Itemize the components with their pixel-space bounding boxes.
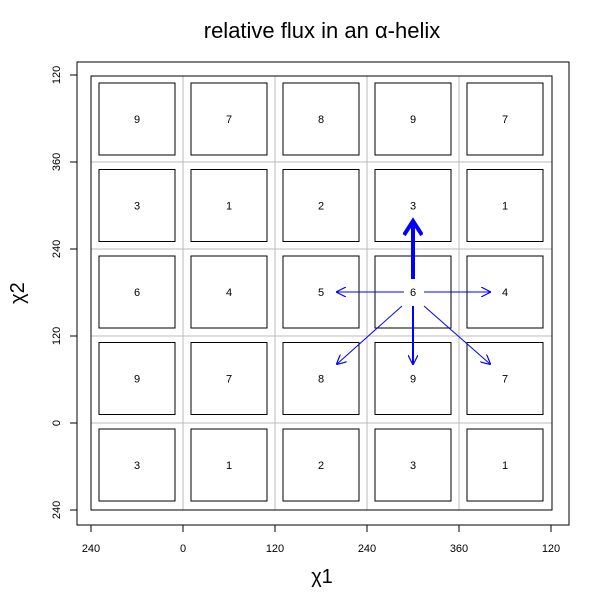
cell-label: 7 [502, 374, 508, 386]
y-tick-label: 0 [51, 420, 63, 426]
cell-label: 8 [318, 114, 324, 126]
inner-frame [90, 75, 553, 511]
cell-box [190, 82, 268, 156]
cell-label: 7 [502, 114, 508, 126]
x-tick-label: 360 [450, 543, 468, 555]
x-tick-label: 240 [358, 543, 376, 555]
flux-arrows [337, 221, 490, 364]
cell-label: 7 [226, 374, 232, 386]
cell-label: 4 [502, 287, 508, 299]
cell-label: 9 [134, 114, 140, 126]
cell-label: 3 [134, 460, 140, 472]
cell-box [98, 428, 176, 502]
cell-label: 5 [318, 287, 324, 299]
cell-box [282, 428, 360, 502]
cell-label: 7 [226, 114, 232, 126]
cell-label: 1 [502, 460, 508, 472]
x-tick-label: 120 [266, 543, 284, 555]
cell-label: 9 [410, 114, 416, 126]
y-tick-label: 120 [51, 66, 63, 84]
y-tick-label: 240 [51, 240, 63, 258]
chart-title: relative flux in an α-helix [204, 18, 441, 43]
cell-label: 8 [318, 374, 324, 386]
cell-label: 9 [134, 374, 140, 386]
cell-box [98, 255, 176, 329]
grid-lines [91, 76, 552, 510]
plot-frame [76, 61, 570, 526]
cell-label: 2 [318, 201, 324, 213]
cell-box [466, 428, 544, 502]
cell-label: 3 [134, 201, 140, 213]
y-axis-label: χ2 [7, 282, 29, 304]
x-axis-label: χ1 [311, 566, 333, 588]
cell-label: 4 [226, 287, 232, 299]
x-tick-label: 240 [82, 543, 100, 555]
cell-box [98, 169, 176, 242]
cells: 9 7 8 9 7 3 1 2 3 1 6 4 5 6 4 9 7 8 9 7 3 1 2 3 1 [98, 82, 544, 502]
arrow [337, 305, 403, 364]
cell-label: 1 [502, 201, 508, 213]
cell-box [466, 82, 544, 156]
cell-box [98, 342, 176, 415]
x-tick-label: 0 [180, 543, 186, 555]
cell-box [374, 428, 452, 502]
cell-label: 3 [410, 201, 416, 213]
cell-box [190, 342, 268, 415]
cell-label: 6 [134, 287, 140, 299]
cell-box [466, 169, 544, 242]
y-tick-label: 120 [51, 327, 63, 345]
ticks: 240 0 120 240 360 120 240 0 120 240 360 120 [51, 66, 560, 555]
cell-label: 3 [410, 460, 416, 472]
cell-box [98, 82, 176, 156]
cell-box [282, 82, 360, 156]
cell-box [374, 82, 452, 156]
cell-label: 1 [226, 201, 232, 213]
x-tick-label: 120 [542, 543, 560, 555]
y-tick-label: 240 [51, 501, 63, 519]
cell-box [282, 169, 360, 242]
arrow [423, 305, 490, 364]
y-tick-label: 360 [51, 153, 63, 171]
cell-box [190, 169, 268, 242]
cell-box [190, 428, 268, 502]
cell-label: 9 [410, 374, 416, 386]
cell-label: 1 [226, 460, 232, 472]
cell-box [190, 255, 268, 329]
cell-label: 6 [410, 287, 416, 299]
cell-label: 2 [318, 460, 324, 472]
